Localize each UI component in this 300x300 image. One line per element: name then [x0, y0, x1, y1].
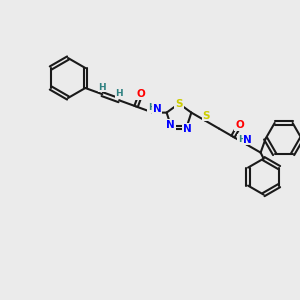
Text: H: H: [98, 83, 106, 92]
Text: S: S: [202, 111, 210, 121]
Text: N: N: [166, 120, 175, 130]
Text: S: S: [175, 99, 183, 109]
Text: H: H: [238, 135, 246, 144]
Text: N: N: [153, 103, 161, 114]
Text: N: N: [183, 124, 192, 134]
Text: O: O: [136, 89, 145, 99]
Text: H: H: [115, 89, 123, 98]
Text: O: O: [235, 120, 244, 130]
Text: N: N: [243, 135, 252, 145]
Text: H: H: [148, 103, 156, 112]
